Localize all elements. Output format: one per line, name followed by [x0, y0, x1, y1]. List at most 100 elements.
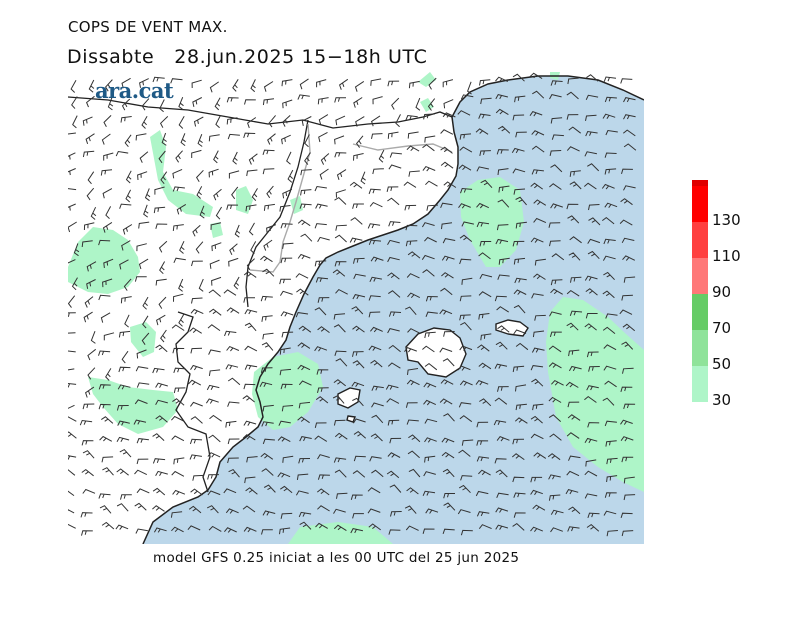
wind-barb: [441, 451, 455, 459]
wind-barb: [262, 404, 274, 412]
wind-barb: [261, 342, 274, 351]
wind-barb: [117, 384, 131, 390]
wind-barb: [512, 438, 525, 445]
wind-barb: [98, 384, 111, 390]
wind-barb: [457, 365, 471, 371]
wind-barb: [297, 253, 311, 260]
wind-barb: [387, 328, 400, 334]
wind-barb: [103, 152, 114, 161]
wind-barb: [86, 261, 97, 272]
wind-barb: [122, 224, 133, 235]
wind-barb: [223, 488, 237, 494]
wind-barb: [316, 79, 327, 88]
forecast-period: Dissabte 28.jun.2025 15−18h UTC: [67, 46, 428, 68]
wind-barb: [152, 367, 165, 374]
wind-barb: [532, 330, 545, 338]
wind-barb: [155, 223, 168, 229]
wind-barb: [567, 401, 580, 408]
wind-barb: [208, 525, 222, 532]
wind-barb: [531, 130, 545, 136]
wind-barb: [259, 381, 273, 387]
wind-barb: [585, 94, 599, 101]
wind-barb: [120, 494, 132, 500]
wind-barb: [371, 414, 384, 424]
wind-barb: [497, 274, 510, 280]
wind-barb: [121, 240, 131, 251]
wind-barb: [100, 169, 113, 176]
wind-barb: [171, 415, 184, 422]
wind-barb: [511, 453, 525, 461]
wind-barb: [439, 398, 453, 405]
wind-barb: [369, 276, 382, 283]
wind-barb: [90, 331, 96, 344]
wind-barb: [175, 150, 183, 163]
wind-barb: [349, 181, 363, 189]
wind-barb: [350, 528, 364, 534]
wind-barb: [335, 288, 348, 295]
wind-barb: [532, 90, 545, 99]
wind-barb: [532, 403, 544, 411]
wind-barb: [568, 252, 581, 261]
legend-label-130: 130: [712, 211, 741, 229]
wind-barb: [620, 198, 633, 206]
wind-barb: [367, 487, 381, 494]
wind-barb: [515, 403, 527, 411]
wind-barb: [425, 508, 439, 514]
wind-barb: [332, 269, 346, 277]
wind-barb: [513, 289, 527, 295]
wind-barb: [335, 358, 348, 367]
wind-barb: [232, 151, 238, 165]
wind-barb: [199, 205, 205, 219]
wind-barb: [154, 186, 165, 195]
wind-barbs: [68, 72, 637, 537]
legend-swatch-top: [692, 180, 708, 186]
wind-barb: [623, 494, 636, 501]
wind-barb: [407, 131, 419, 139]
wind-barb: [190, 308, 204, 315]
wind-barb: [228, 257, 239, 267]
wind-barb: [425, 295, 438, 302]
wind-barb: [479, 79, 491, 86]
wind-barb: [317, 454, 330, 460]
wind-barb: [136, 488, 150, 494]
wind-barb: [515, 221, 527, 229]
wind-barb: [496, 149, 509, 155]
wind-barb: [116, 503, 129, 512]
wind-barb: [231, 186, 239, 200]
wind-barb: [497, 199, 510, 208]
wind-barb: [567, 215, 580, 224]
wind-barb: [68, 312, 76, 317]
wind-barb: [422, 345, 435, 353]
wind-barb: [279, 290, 293, 296]
wind-barb: [349, 237, 363, 243]
wind-barb: [104, 79, 113, 92]
wind-barb: [172, 168, 183, 179]
wind-barb: [566, 146, 580, 152]
wind-barb: [260, 452, 274, 460]
wind-barb: [281, 405, 294, 412]
wind-barb: [82, 116, 93, 126]
wind-barb: [440, 379, 454, 385]
wind-barb: [333, 524, 347, 532]
wind-barb: [604, 168, 617, 175]
wind-barb: [550, 203, 563, 209]
wind-barb: [548, 414, 562, 422]
wind-barb: [317, 387, 329, 394]
wind-barb: [225, 420, 237, 428]
wind-barb: [225, 508, 239, 514]
wind-barb: [621, 341, 634, 350]
wind-barb: [353, 430, 367, 439]
wind-barb: [314, 223, 327, 229]
wind-barb: [567, 77, 579, 85]
wind-barb: [586, 351, 599, 358]
wind-barb: [352, 203, 364, 209]
wind-barb: [68, 509, 75, 514]
wind-barb: [242, 505, 256, 513]
wind-barb: [605, 440, 617, 447]
wind-barb: [514, 95, 526, 103]
wind-barb: [620, 78, 633, 84]
wind-barb: [388, 311, 402, 317]
wind-barb: [551, 253, 565, 261]
wind-barb: [531, 145, 545, 153]
wind-barb: [80, 512, 93, 518]
